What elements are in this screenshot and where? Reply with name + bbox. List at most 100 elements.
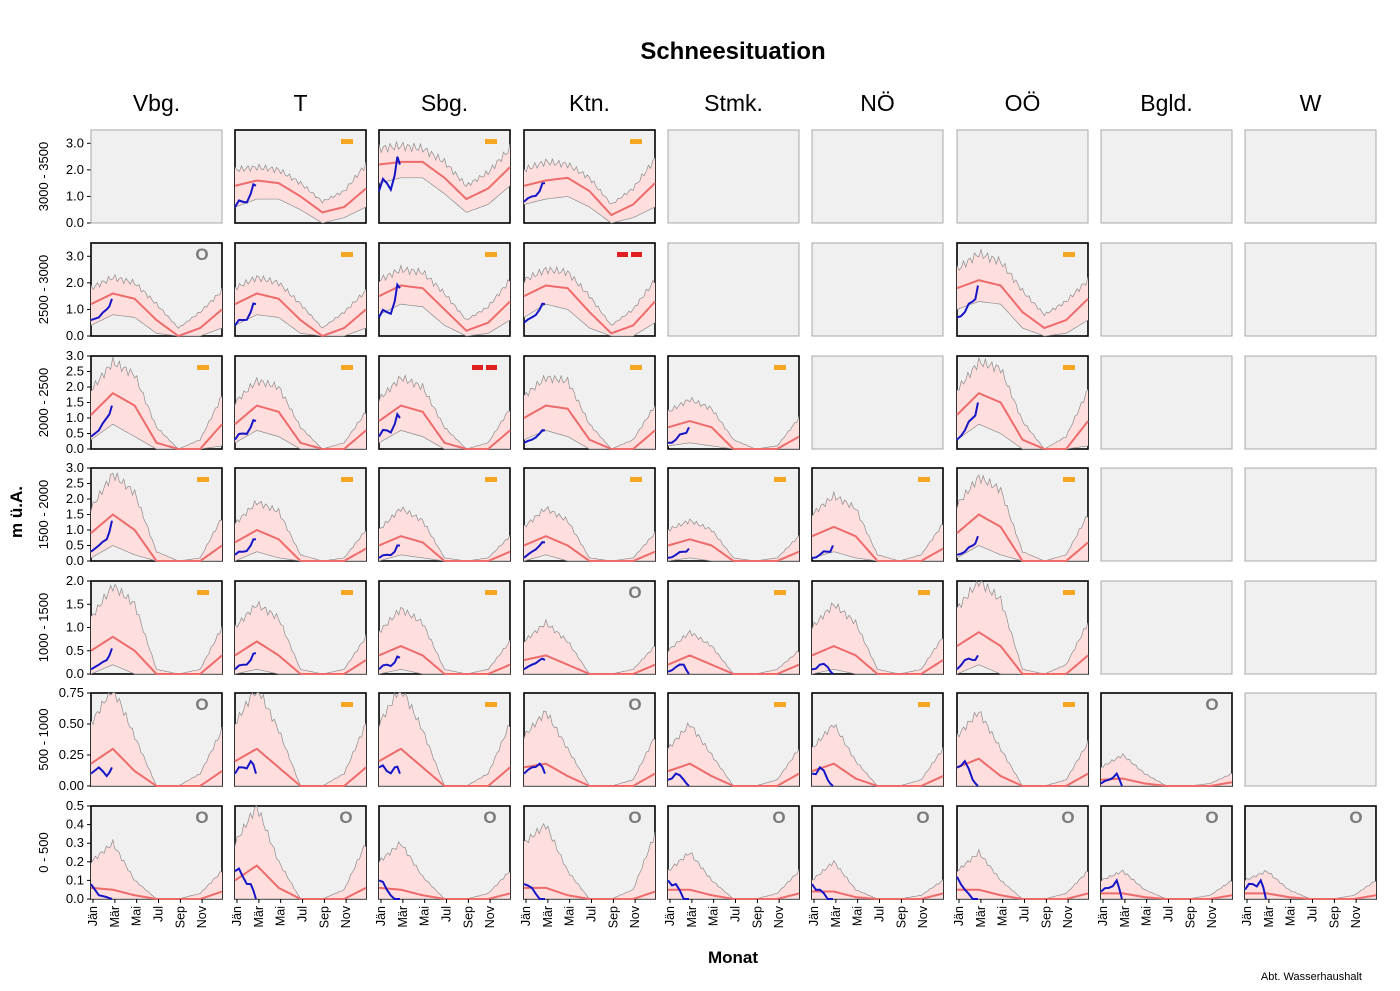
- max-line: [234, 162, 367, 204]
- median-line: [956, 630, 1089, 675]
- panel: [811, 129, 944, 224]
- max-line: [90, 471, 223, 562]
- panel: [90, 129, 223, 224]
- month-label: Mai: [707, 906, 721, 926]
- median-line: [378, 886, 511, 900]
- panel: [811, 467, 944, 562]
- panel: [1244, 692, 1377, 787]
- region-label: Sbg.: [421, 90, 468, 116]
- range-band: [235, 377, 366, 449]
- median-line: [378, 284, 511, 332]
- median-line: [378, 747, 511, 787]
- median-line: [667, 654, 800, 675]
- month-label: Sep: [606, 906, 620, 928]
- status-marker-o: O: [916, 808, 929, 827]
- y-tick-label: 0.25: [59, 747, 84, 762]
- status-marker-orange: [774, 477, 786, 482]
- month-label: Mai: [1284, 906, 1298, 926]
- median-line: [378, 160, 511, 201]
- panel-frame: [1244, 129, 1377, 224]
- status-marker-o: O: [1349, 808, 1362, 827]
- elevation-label: 3000 - 3500: [36, 142, 51, 211]
- elevation-label: 1000 - 1500: [36, 593, 51, 662]
- month-label: Jän: [86, 906, 100, 926]
- panel: O: [523, 692, 656, 787]
- current-season-line: [667, 772, 690, 787]
- status-marker-orange: [341, 139, 353, 144]
- range-band: [91, 693, 222, 786]
- current-season-line: [523, 541, 546, 559]
- range-band: [91, 839, 222, 899]
- panel: O: [378, 805, 511, 900]
- panel: [523, 242, 656, 337]
- panel: [90, 467, 223, 562]
- current-season-line: [667, 663, 690, 675]
- status-marker-o: O: [195, 695, 208, 714]
- median-line: [811, 525, 944, 562]
- median-line: [812, 890, 944, 900]
- y-tick-label: 1.5: [66, 507, 84, 522]
- panel-frame: [1100, 580, 1233, 675]
- month-label: Sep: [894, 906, 908, 928]
- range-band: [668, 397, 799, 449]
- y-tick-label: 1.0: [66, 620, 84, 635]
- current-season-line: [378, 544, 400, 559]
- panel-frame: [90, 129, 223, 224]
- y-tick-label: 0.0: [66, 666, 84, 681]
- panel: [234, 467, 367, 562]
- month-label: Mai: [1140, 906, 1154, 926]
- range-band: [524, 267, 655, 336]
- y-tick-label: 1.0: [66, 410, 84, 425]
- month-label: Nov: [339, 905, 353, 928]
- y-tick-label: 2.5: [66, 476, 84, 491]
- panel-frame: [811, 129, 944, 224]
- panel: [90, 355, 223, 450]
- month-label: Mai: [418, 906, 432, 926]
- max-line: [667, 396, 800, 450]
- range-band: [235, 601, 366, 674]
- panel: O: [90, 242, 223, 338]
- month-label: Mär: [396, 906, 410, 928]
- y-tick-label: 1.5: [66, 596, 84, 611]
- month-label: Mai: [130, 906, 144, 926]
- status-marker-orange: [485, 252, 497, 257]
- region-label: Stmk.: [704, 90, 763, 116]
- median-line: [523, 535, 656, 562]
- max-line: [667, 518, 800, 562]
- month-label: Sep: [1039, 906, 1053, 928]
- current-season-line: [956, 876, 978, 900]
- month-label: Mai: [996, 906, 1010, 926]
- status-marker-orange: [1063, 702, 1075, 707]
- status-marker-red: [631, 252, 642, 257]
- month-label: Jän: [663, 906, 677, 926]
- status-marker-orange: [485, 702, 497, 707]
- range-band: [812, 492, 943, 561]
- panel: [378, 355, 511, 450]
- y-tick-label: 0.75: [59, 685, 84, 700]
- max-line: [811, 602, 944, 675]
- current-season-line: [378, 282, 401, 318]
- median-line: [1245, 892, 1377, 900]
- range-band: [379, 506, 510, 561]
- range-band: [379, 693, 510, 786]
- status-marker-orange: [485, 139, 497, 144]
- current-season-line: [523, 883, 545, 900]
- max-line: [378, 606, 511, 675]
- panel: O: [523, 580, 656, 675]
- median-line: [523, 404, 656, 450]
- month-label: Jul: [585, 906, 599, 922]
- current-season-line: [234, 652, 257, 671]
- y-tick-label: 2.0: [66, 275, 84, 290]
- median-line: [523, 284, 656, 335]
- panel: [90, 580, 223, 675]
- y-tick-label: 0.5: [66, 426, 84, 441]
- region-label: Vbg.: [133, 90, 180, 116]
- min-line: [378, 177, 511, 213]
- status-marker-orange: [341, 252, 353, 257]
- min-line: [234, 314, 367, 337]
- median-line: [234, 528, 367, 562]
- median-line: [90, 635, 223, 675]
- panel-frame: [1244, 580, 1377, 675]
- median-line: [956, 513, 1089, 562]
- month-label: Sep: [1327, 906, 1341, 928]
